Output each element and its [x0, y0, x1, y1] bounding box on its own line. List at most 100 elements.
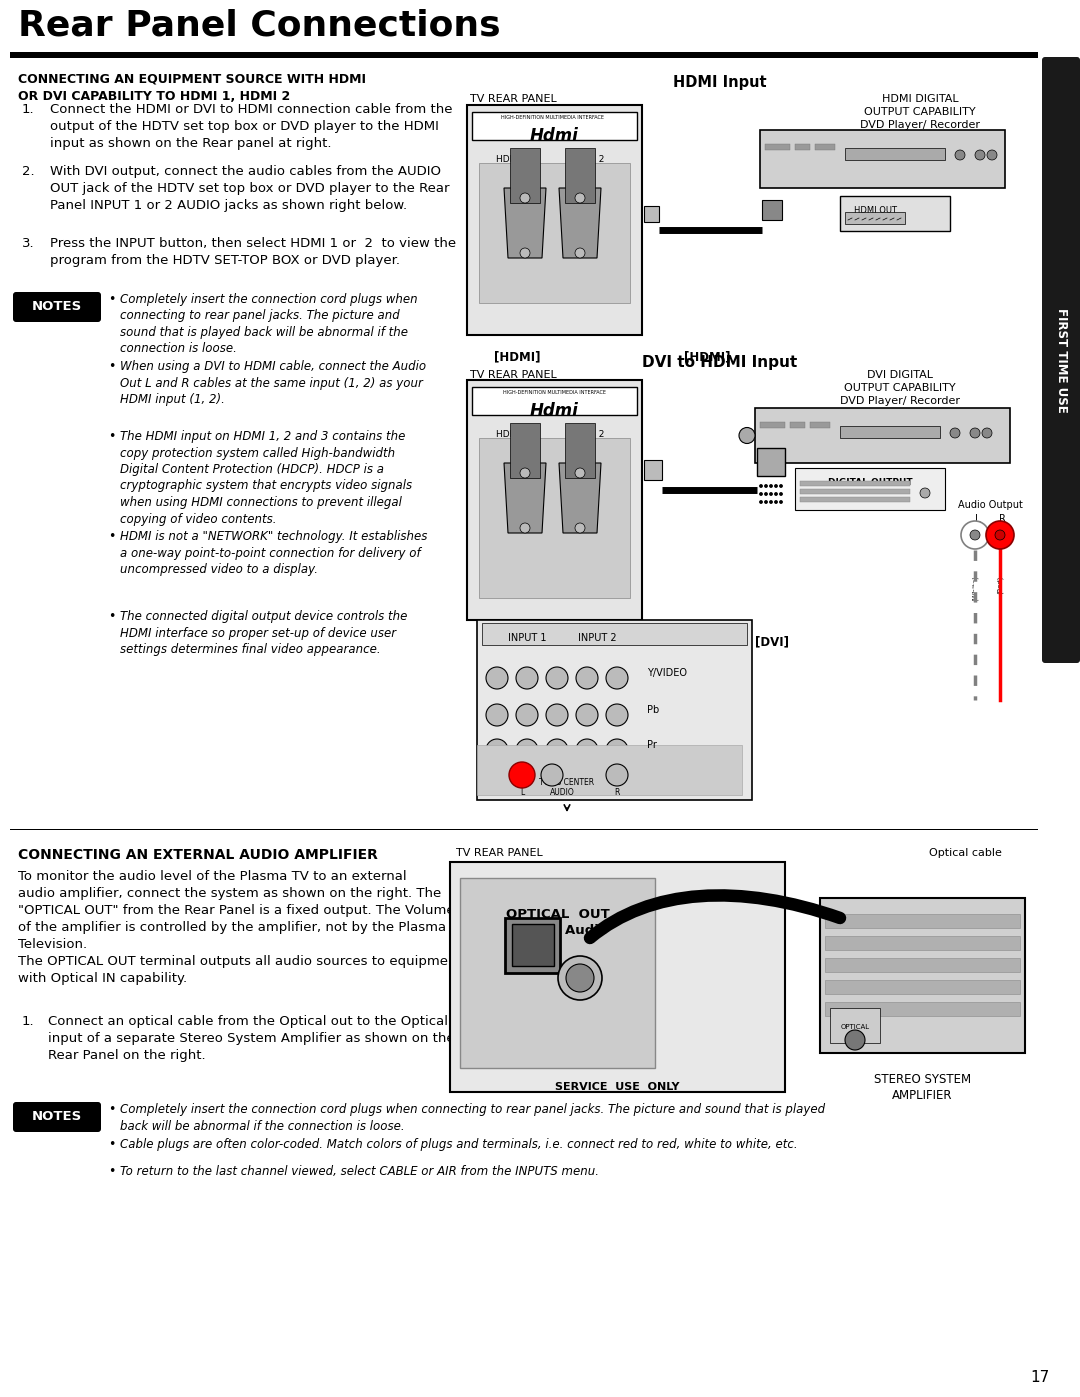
Text: OPTICAL
IN: OPTICAL IN	[840, 1024, 869, 1037]
Text: To monitor the audio level of the Plasma TV to an external
audio amplifier, conn: To monitor the audio level of the Plasma…	[18, 870, 462, 985]
Circle shape	[509, 761, 535, 788]
Text: HDMI 1: HDMI 1	[496, 430, 528, 439]
Text: Connect the HDMI or DVI to HDMI connection cable from the
output of the HDTV set: Connect the HDMI or DVI to HDMI connecti…	[50, 103, 453, 149]
Circle shape	[575, 249, 585, 258]
Text: HDMI  2: HDMI 2	[569, 430, 605, 439]
Circle shape	[765, 493, 767, 495]
Text: [HDMI]: [HDMI]	[494, 351, 540, 363]
Text: 3.: 3.	[22, 237, 35, 250]
Text: Hdmi: Hdmi	[530, 402, 579, 420]
Text: HDMI DIGITAL
OUTPUT CAPABILITY
DVD Player/ Recorder: HDMI DIGITAL OUTPUT CAPABILITY DVD Playe…	[860, 94, 980, 130]
Circle shape	[982, 427, 993, 439]
Text: •: •	[108, 1139, 116, 1151]
Text: Press the INPUT button, then select HDMI 1 or  2  to view the
program from the H: Press the INPUT button, then select HDMI…	[50, 237, 456, 267]
Bar	[825, 958, 1020, 972]
Text: [HDMI]: [HDMI]	[494, 636, 540, 648]
Circle shape	[516, 739, 538, 761]
Circle shape	[541, 764, 563, 787]
Text: [HDMI]: [HDMI]	[684, 351, 730, 363]
Bar	[800, 481, 910, 486]
Text: •: •	[108, 430, 116, 443]
Text: TV REAR PANEL: TV REAR PANEL	[456, 848, 543, 858]
Text: Hdmi: Hdmi	[530, 127, 579, 145]
Text: TV AS CENTER: TV AS CENTER	[539, 778, 595, 787]
Circle shape	[486, 704, 508, 726]
Circle shape	[780, 493, 782, 495]
Circle shape	[575, 193, 585, 203]
Text: 1.: 1.	[22, 1016, 35, 1028]
Circle shape	[955, 149, 966, 161]
Text: HDMI  2: HDMI 2	[569, 155, 605, 163]
Bar	[795, 468, 945, 510]
Bar	[467, 105, 642, 335]
Bar	[467, 380, 642, 620]
Bar	[477, 620, 752, 800]
Bar	[815, 144, 835, 149]
Circle shape	[516, 704, 538, 726]
Circle shape	[770, 493, 772, 495]
Circle shape	[995, 529, 1005, 541]
Circle shape	[519, 249, 530, 258]
Bar	[505, 918, 561, 972]
Text: •: •	[108, 360, 116, 373]
Bar	[565, 148, 595, 203]
Text: 1.: 1.	[22, 103, 35, 116]
FancyBboxPatch shape	[13, 292, 102, 321]
Bar	[10, 52, 1038, 59]
Bar	[825, 936, 1020, 950]
Bar	[644, 460, 662, 481]
Text: DVI to HDMI Input: DVI to HDMI Input	[643, 355, 798, 370]
Circle shape	[739, 427, 755, 443]
Circle shape	[845, 1030, 865, 1051]
Polygon shape	[504, 462, 546, 534]
Circle shape	[770, 500, 772, 503]
Text: To return to the last channel viewed, select CABLE or AIR from the INPUTS menu.: To return to the last channel viewed, se…	[120, 1165, 599, 1178]
Circle shape	[986, 521, 1014, 549]
Text: The connected digital output device controls the
HDMI interface so proper set-up: The connected digital output device cont…	[120, 610, 407, 657]
Text: HDMI 1: HDMI 1	[496, 155, 528, 163]
Circle shape	[486, 666, 508, 689]
Text: Y/VIDEO: Y/VIDEO	[647, 668, 687, 678]
Circle shape	[606, 739, 627, 761]
Circle shape	[920, 488, 930, 497]
Bar	[810, 422, 831, 427]
Text: 2.: 2.	[22, 165, 35, 177]
Text: TV REAR PANEL: TV REAR PANEL	[470, 94, 557, 103]
Bar	[831, 1009, 880, 1044]
Text: Audio Output: Audio Output	[958, 500, 1023, 510]
Text: (Red): (Red)	[997, 576, 1003, 594]
Circle shape	[770, 485, 772, 488]
Text: DVI DIGITAL
OUTPUT CAPABILITY
DVD Player/ Recorder: DVI DIGITAL OUTPUT CAPABILITY DVD Player…	[840, 370, 960, 407]
Bar	[820, 898, 1025, 1053]
Text: When using a DVI to HDMI cable, connect the Audio
Out L and R cables at the same: When using a DVI to HDMI cable, connect …	[120, 360, 427, 407]
Text: NOTES: NOTES	[32, 300, 82, 313]
Text: With DVI output, connect the audio cables from the AUDIO
OUT jack of the HDTV se: With DVI output, connect the audio cable…	[50, 165, 449, 212]
Bar	[472, 112, 637, 140]
Bar	[755, 408, 1010, 462]
Text: Rear Panel Connections: Rear Panel Connections	[18, 8, 501, 42]
Bar	[825, 914, 1020, 928]
Circle shape	[774, 485, 778, 488]
Bar	[800, 497, 910, 502]
Text: •: •	[108, 529, 116, 543]
Text: Connect an optical cable from the Optical out to the Optical
input of a separate: Connect an optical cable from the Optica…	[48, 1016, 455, 1062]
Bar	[840, 196, 950, 231]
Circle shape	[961, 521, 989, 549]
Text: 17: 17	[1030, 1370, 1050, 1384]
Text: Pb: Pb	[647, 705, 659, 715]
Circle shape	[486, 739, 508, 761]
Bar	[477, 745, 742, 795]
Bar	[845, 212, 905, 224]
Circle shape	[546, 666, 568, 689]
Text: STEREO SYSTEM
AMPLIFIER: STEREO SYSTEM AMPLIFIER	[874, 1073, 971, 1102]
Circle shape	[576, 666, 598, 689]
Bar	[10, 828, 1038, 830]
Circle shape	[575, 468, 585, 478]
Text: HDMI OUT: HDMI OUT	[853, 205, 896, 215]
Bar	[565, 423, 595, 478]
Text: Optical cable: Optical cable	[929, 848, 1001, 858]
Text: Completely insert the connection cord plugs when
connecting to rear panel jacks.: Completely insert the connection cord pl…	[120, 293, 418, 355]
Bar	[825, 981, 1020, 995]
Bar	[757, 448, 785, 476]
Circle shape	[765, 485, 767, 488]
